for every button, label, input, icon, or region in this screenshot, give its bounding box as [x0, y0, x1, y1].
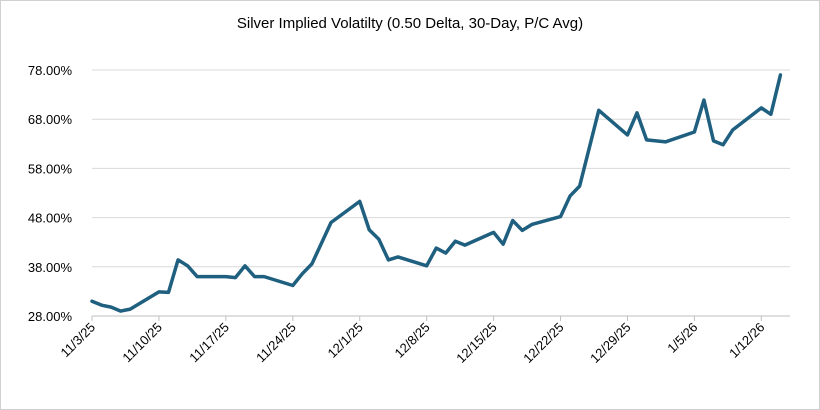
chart-title: Silver Implied Volatilty (0.50 Delta, 30…: [237, 15, 583, 32]
y-tick-label: 48.00%: [28, 211, 73, 226]
y-tick-label: 38.00%: [28, 260, 73, 275]
y-tick-label: 68.00%: [28, 112, 73, 127]
y-tick-label: 78.00%: [28, 63, 73, 78]
y-tick-label: 28.00%: [28, 309, 73, 324]
line-series: [90, 73, 783, 313]
y-tick-label: 58.00%: [28, 161, 73, 176]
